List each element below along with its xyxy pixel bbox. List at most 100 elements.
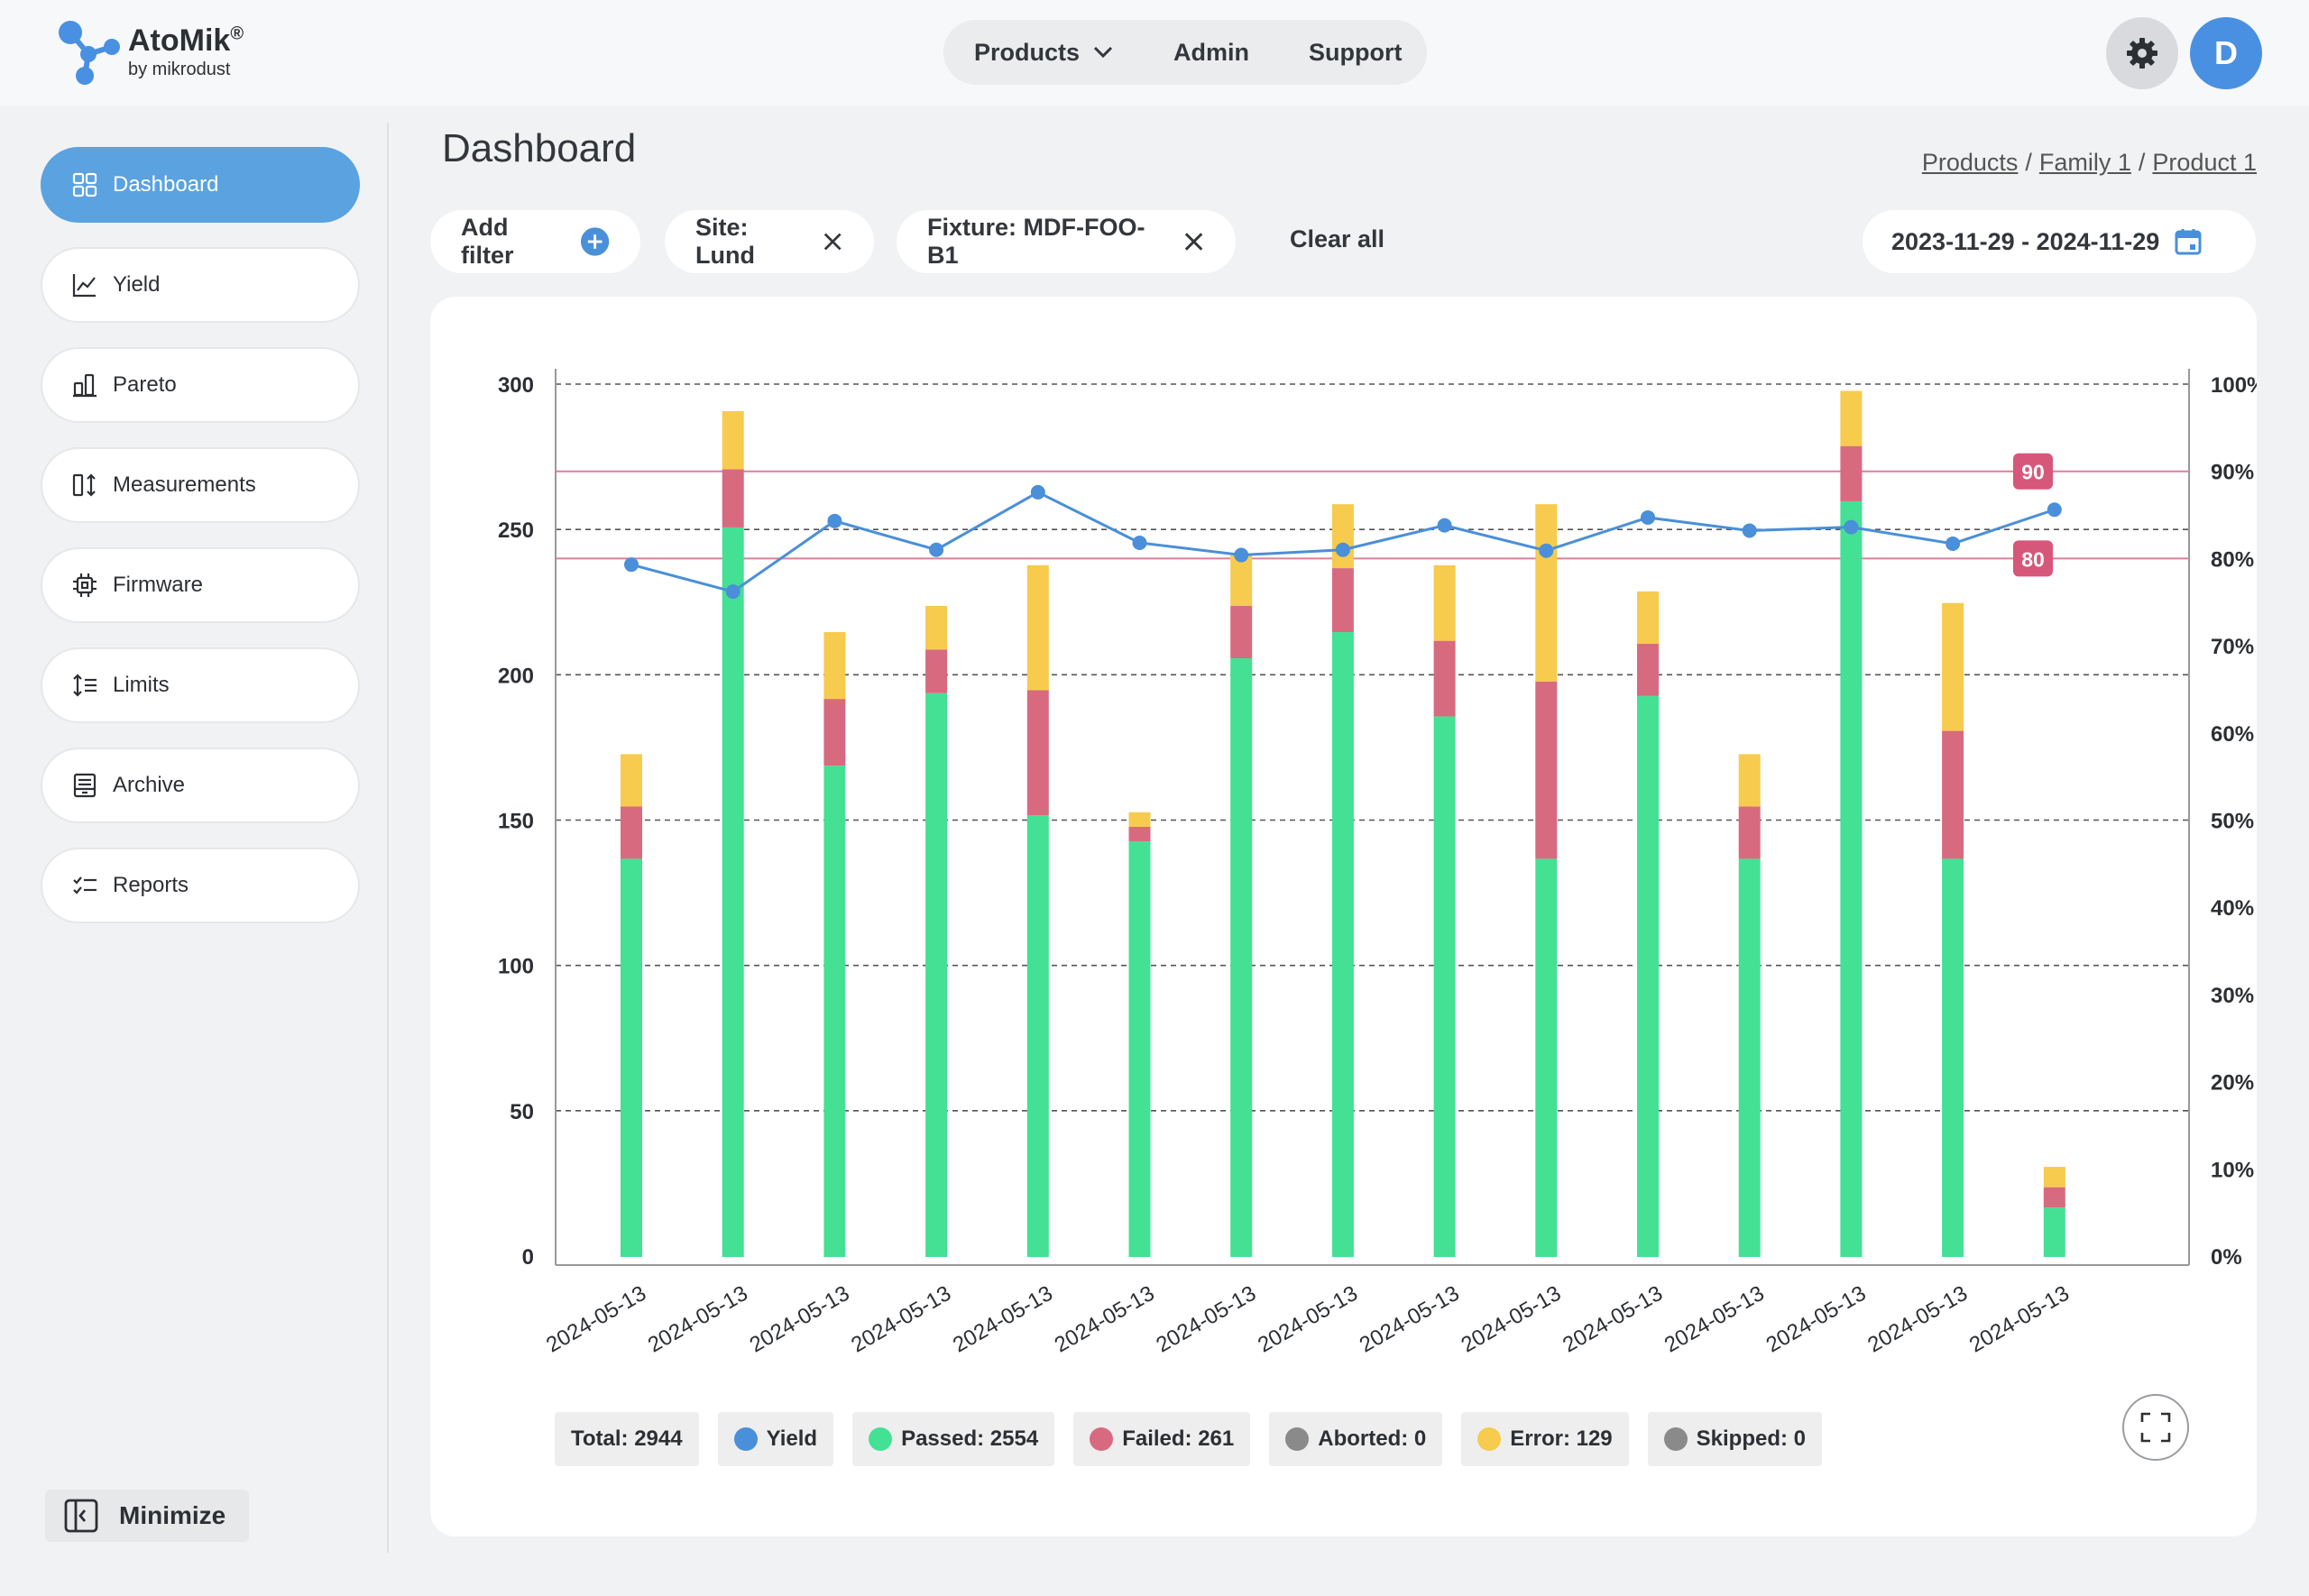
nav-products-label: Products [974, 38, 1081, 66]
bar-error [1942, 602, 1964, 731]
bar-passed [1433, 716, 1456, 1257]
x-tick-label: 2024-05-13 [949, 1281, 1057, 1358]
x-tick-label: 2024-05-13 [1051, 1281, 1159, 1358]
yield-point [1946, 536, 1961, 551]
y-tick-label-left: 300 [498, 373, 534, 398]
add-filter-button[interactable]: Add filter [430, 210, 640, 273]
legend-label: Error: 129 [1510, 1426, 1613, 1451]
archive-icon [71, 772, 98, 799]
x-tick-label: 2024-05-13 [1559, 1281, 1667, 1358]
fullscreen-button[interactable] [2122, 1394, 2189, 1461]
user-avatar[interactable]: D [2190, 17, 2262, 89]
legend-item-skipped[interactable]: Skipped: 0 [1647, 1412, 1822, 1466]
settings-button[interactable] [2106, 17, 2178, 89]
x-tick-label: 2024-05-13 [1762, 1281, 1871, 1358]
sidebar-item-pareto[interactable]: Pareto [41, 347, 360, 423]
yield-point [929, 542, 944, 557]
legend-total-label: Total: 2944 [571, 1426, 683, 1451]
date-range-picker[interactable]: 2023-11-29 - 2024-11-29 [1863, 210, 2256, 273]
line-chart-icon [71, 271, 98, 298]
date-range-label: 2023-11-29 - 2024-11-29 [1891, 227, 2160, 255]
expand-icon [2140, 1412, 2171, 1443]
bar-passed [823, 766, 846, 1257]
bar-passed [1840, 500, 1863, 1257]
clear-all-button[interactable]: Clear all [1290, 225, 1385, 252]
sidebar-item-firmware[interactable]: Firmware [41, 547, 360, 623]
legend-item-aborted[interactable]: Aborted: 0 [1269, 1412, 1443, 1466]
nav-products[interactable]: Products [974, 39, 1114, 67]
bar-failed [722, 469, 744, 527]
minimize-sidebar-button[interactable]: Minimize [45, 1490, 249, 1542]
sidebar-collapse-icon [64, 1499, 98, 1533]
bar-passed [1331, 631, 1354, 1257]
yield-point [1234, 547, 1249, 563]
breadcrumb-product[interactable]: Product 1 [2152, 149, 2257, 176]
y-tick-label-right: 30% [2211, 984, 2254, 1008]
bar-passed [621, 858, 642, 1257]
yield-point [2047, 502, 2062, 518]
limit-badge [2013, 453, 2053, 490]
bar-error [1535, 504, 1558, 682]
sidebar-item-measurements[interactable]: Measurements [41, 447, 360, 523]
close-icon[interactable] [822, 230, 843, 253]
yield-point [1030, 484, 1045, 500]
x-tick-label: 2024-05-13 [542, 1281, 650, 1358]
filter-chip-site[interactable]: Site: Lund [665, 210, 874, 273]
sidebar-item-limits[interactable]: Limits [41, 647, 360, 723]
bar-failed [1637, 643, 1659, 696]
y-tick-label-right: 10% [2211, 1158, 2254, 1182]
yield-point [827, 513, 842, 528]
y-tick-label-left: 200 [498, 664, 534, 688]
bar-error [925, 605, 948, 650]
sidebar-item-label: Firmware [113, 573, 203, 597]
yield-chart: 0 50 100 150 200 250 300 0% 10% 20% 30% 40% 50% 60% 70… [498, 369, 2257, 1358]
filter-chip-label: Fixture: MDF-FOO-B1 [927, 214, 1145, 269]
brand-logo[interactable]: AtoMik® by mikrodust [56, 20, 263, 87]
legend-item-error[interactable]: Error: 129 [1461, 1412, 1629, 1466]
sidebar-item-label: Reports [113, 873, 189, 897]
bar-failed [1535, 681, 1558, 859]
bar-error [1840, 390, 1863, 446]
breadcrumb-family[interactable]: Family 1 [2038, 149, 2131, 176]
sidebar-item-yield[interactable]: Yield [41, 247, 360, 323]
nav-admin[interactable]: Admin [1173, 38, 1250, 66]
x-tick-label: 2024-05-13 [1356, 1281, 1464, 1358]
bar-failed [1128, 826, 1151, 842]
bar-failed [1230, 605, 1253, 658]
brand-subtitle: by mikrodust [128, 60, 231, 79]
bar-error [1331, 504, 1354, 569]
legend-label: Passed: 2554 [901, 1426, 1039, 1451]
checklist-icon [71, 872, 98, 899]
sidebar-item-dashboard[interactable]: Dashboard [41, 147, 360, 223]
breadcrumb-products[interactable]: Products [1921, 149, 2019, 176]
chart-card: 0 50 100 150 200 250 300 0% 10% 20% 30% 40% 50% 60% 70… [430, 297, 2257, 1536]
top-navigation: Products Admin Support [943, 20, 1427, 85]
close-icon[interactable] [1182, 230, 1205, 253]
plus-circle-icon [580, 227, 610, 256]
minimize-label: Minimize [119, 1501, 226, 1529]
x-tick-label: 2024-05-13 [1863, 1281, 1972, 1358]
sidebar-item-archive[interactable]: Archive [41, 748, 360, 823]
bar-failed [823, 699, 846, 766]
sidebar-item-label: Yield [113, 272, 161, 297]
bar-failed [1026, 690, 1049, 816]
legend-dot [1285, 1427, 1310, 1451]
measurements-icon [71, 472, 98, 499]
legend-item-yield[interactable]: Yield [717, 1412, 834, 1466]
yield-point [1742, 523, 1757, 538]
breadcrumb-separator: / [2138, 149, 2146, 176]
yield-point [1335, 542, 1350, 557]
legend-item-failed[interactable]: Failed: 261 [1073, 1412, 1251, 1466]
nav-support[interactable]: Support [1309, 38, 1403, 66]
calendar-icon [2175, 229, 2202, 255]
bar-error [1738, 754, 1761, 807]
legend-item-passed[interactable]: Passed: 2554 [852, 1412, 1055, 1466]
y-tick-label-right: 20% [2211, 1071, 2254, 1096]
y-tick-label-right: 0% [2211, 1245, 2242, 1270]
sidebar-item-label: Pareto [113, 372, 177, 397]
add-filter-label: Add filter [461, 214, 514, 269]
yield-point [725, 584, 741, 600]
sidebar-item-reports[interactable]: Reports [41, 848, 360, 923]
filter-chip-fixture[interactable]: Fixture: MDF-FOO-B1 [897, 210, 1236, 273]
brand-name: AtoMik [128, 23, 231, 58]
